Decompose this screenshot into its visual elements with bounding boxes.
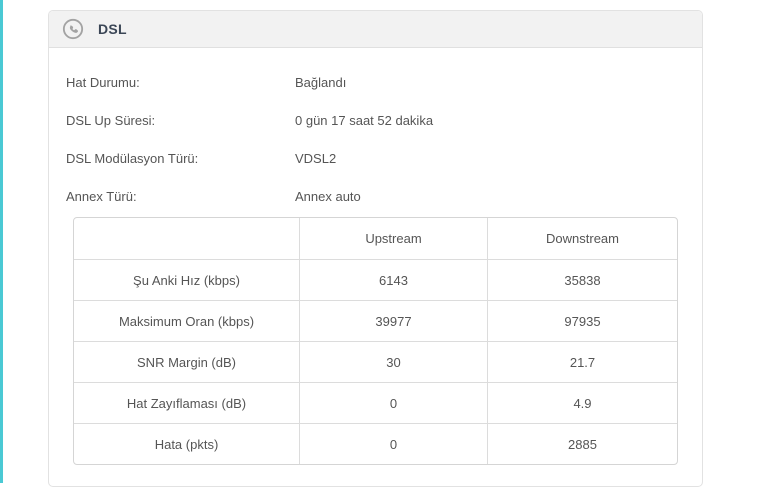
row-label: Şu Anki Hız (kbps)	[74, 260, 300, 300]
uptime-value: 0 gün 17 saat 52 dakika	[295, 112, 434, 128]
table-header-row: Upstream Downstream	[74, 218, 677, 259]
header-cell-empty	[74, 218, 300, 259]
row-label: Maksimum Oran (kbps)	[74, 301, 300, 341]
header-cell-upstream: Upstream	[300, 218, 488, 259]
annex-value: Annex auto	[295, 188, 361, 204]
downstream-value: 4.9	[573, 395, 592, 411]
table-row-line-attenuation: Hat Zayıflaması (dB) 0 4.9	[74, 382, 677, 423]
line-status-label: Hat Durumu:	[66, 74, 140, 90]
downstream-value: 97935	[564, 313, 601, 329]
upstream-value: 6143	[300, 260, 488, 300]
sidebar-accent-strip	[0, 0, 3, 483]
info-row-uptime: DSL Up Süresi: 0 gün 17 saat 52 dakika	[66, 101, 702, 139]
info-row-line-status: Hat Durumu: Bağlandı	[66, 63, 702, 101]
table-row-max-rate: Maksimum Oran (kbps) 39977 97935	[74, 300, 677, 341]
upstream-value: 30	[300, 342, 488, 382]
uptime-label: DSL Up Süresi:	[66, 112, 156, 128]
modulation-value: VDSL2	[295, 150, 337, 166]
downstream-value: 35838	[564, 272, 601, 288]
table-row-current-rate: Şu Anki Hız (kbps) 6143 35838	[74, 259, 677, 300]
upstream-value: 0	[300, 424, 488, 464]
row-label: Hata (pkts)	[74, 424, 300, 464]
upstream-value: 0	[300, 383, 488, 423]
dsl-panel-header: DSL	[49, 11, 702, 48]
dsl-info-list: Hat Durumu: Bağlandı DSL Up Süresi: 0 gü…	[66, 63, 702, 215]
table-row-snr-margin: SNR Margin (dB) 30 21.7	[74, 341, 677, 382]
row-label: Hat Zayıflaması (dB)	[74, 383, 300, 423]
table-row-errors: Hata (pkts) 0 2885	[74, 423, 677, 464]
header-cell-downstream: Downstream	[546, 231, 619, 246]
panel-title: DSL	[98, 21, 127, 37]
modulation-label: DSL Modülasyon Türü:	[66, 150, 199, 166]
upstream-value: 39977	[300, 301, 488, 341]
row-label: SNR Margin (dB)	[74, 342, 300, 382]
downstream-value: 2885	[568, 436, 597, 452]
phone-icon	[62, 18, 84, 40]
dsl-status-panel: DSL Hat Durumu: Bağlandı DSL Up Süresi: …	[48, 10, 703, 487]
annex-label: Annex Türü:	[66, 188, 137, 204]
info-row-modulation: DSL Modülasyon Türü: VDSL2	[66, 139, 702, 177]
downstream-value: 21.7	[569, 354, 596, 370]
info-row-annex: Annex Türü: Annex auto	[66, 177, 702, 215]
dsl-stats-table: Upstream Downstream Şu Anki Hız (kbps) 6…	[73, 217, 678, 465]
line-status-value: Bağlandı	[295, 74, 347, 90]
